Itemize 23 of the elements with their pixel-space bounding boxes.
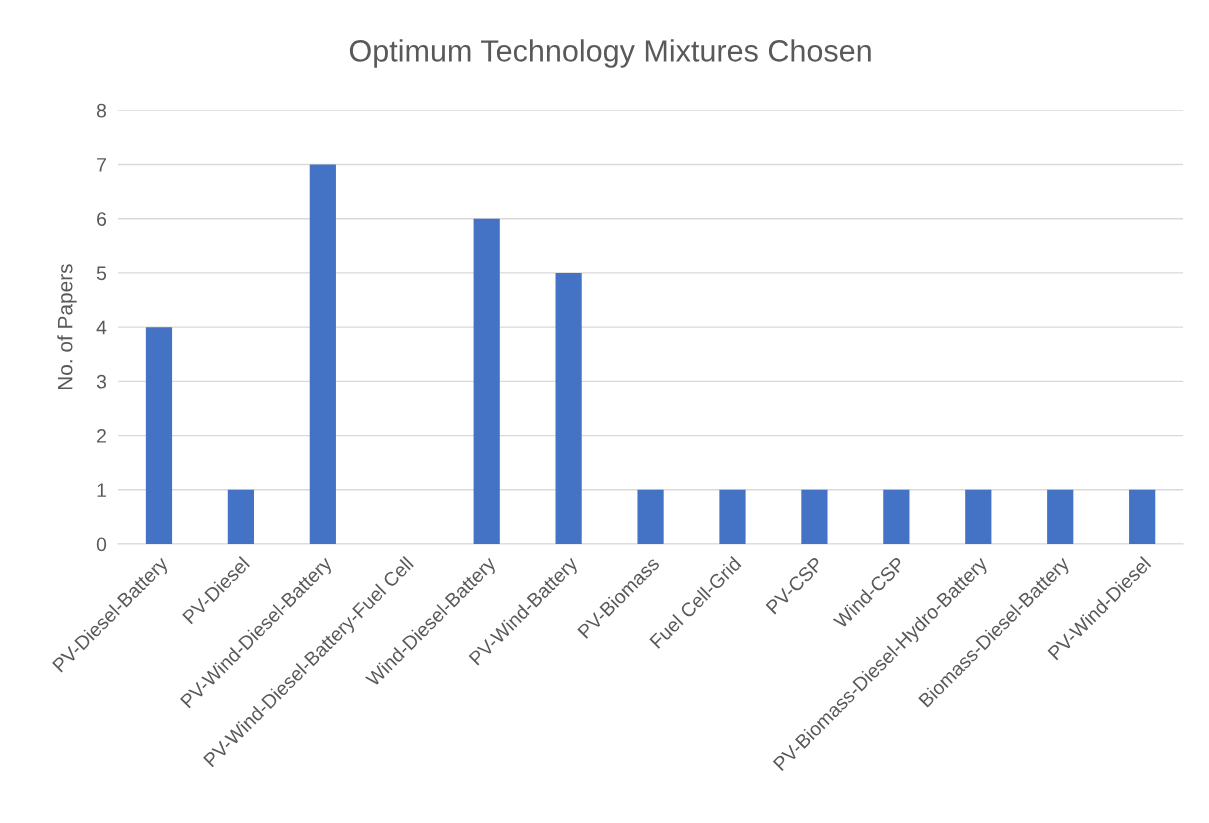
bar <box>965 489 992 544</box>
y-tick-label: 8 <box>96 103 107 118</box>
y-tick-label: 0 <box>96 537 107 552</box>
y-tick-label: 7 <box>97 158 106 172</box>
y-tick-label: 4 <box>96 320 107 335</box>
bar <box>801 489 828 544</box>
chart-title: Optimum Technology Mixtures Chosen <box>349 39 871 68</box>
y-tick-label: 6 <box>97 212 107 226</box>
y-tick-label: 1 <box>97 483 106 497</box>
bar <box>719 489 746 544</box>
bar <box>1047 489 1074 544</box>
y-tick-label: 5 <box>96 266 107 281</box>
bar <box>883 489 910 544</box>
bar <box>227 489 255 544</box>
bar <box>1129 489 1156 544</box>
bar <box>637 489 664 544</box>
bar <box>309 164 336 544</box>
bar <box>555 272 582 544</box>
y-tick-label: 3 <box>96 374 107 389</box>
y-axis-title: No. of Papers <box>57 264 77 390</box>
bar <box>473 218 500 544</box>
y-tick-label: 2 <box>97 429 106 443</box>
bar <box>145 327 173 544</box>
